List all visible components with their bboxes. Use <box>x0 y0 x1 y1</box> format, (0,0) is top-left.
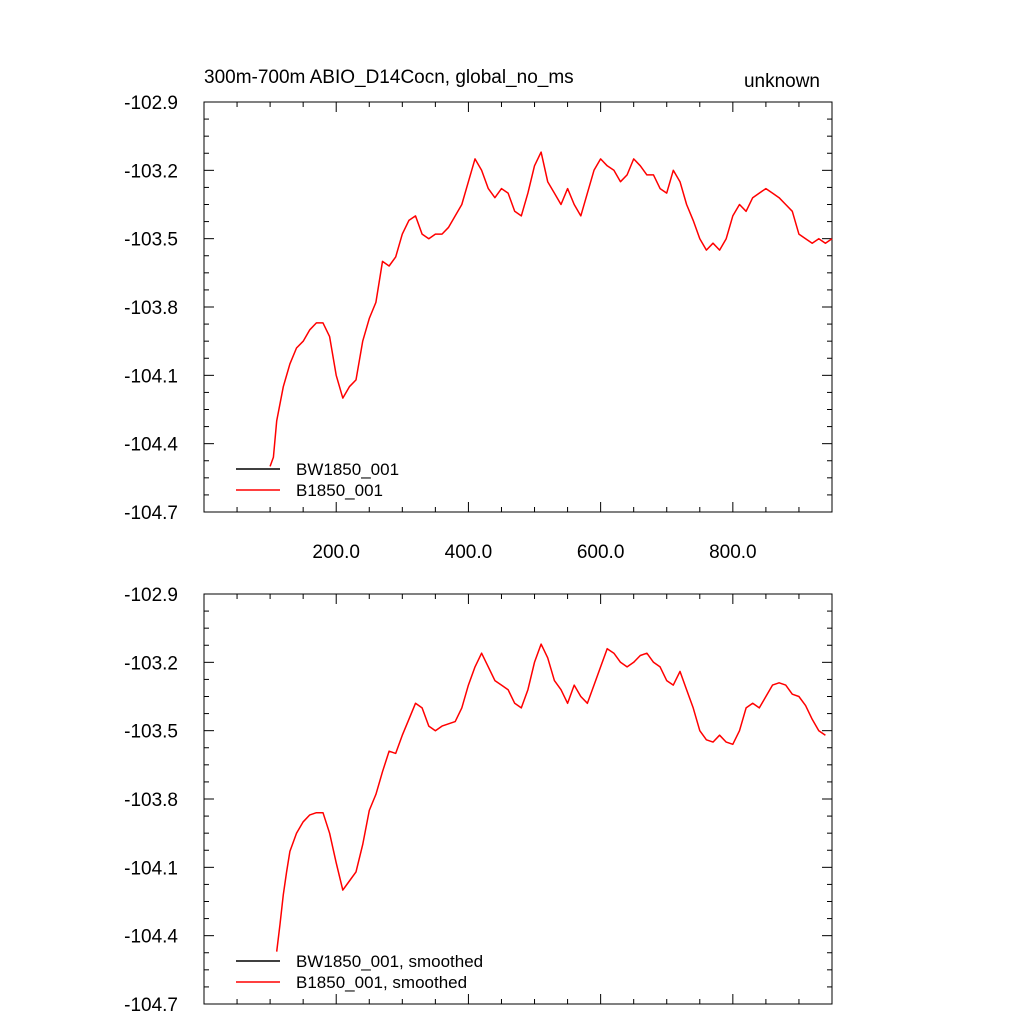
x-tick-label: 200.0 <box>312 542 360 563</box>
top-panel: 200.0 400.0 600.0 800.0 -102.9 -103.2 -103.5 -1… <box>124 93 833 563</box>
y-tick-label: -104.4 <box>124 927 178 948</box>
chart-title-right: unknown <box>744 71 820 92</box>
x-tick-label: 800.0 <box>709 542 757 563</box>
bottom-panel: -102.9 -103.2 -103.5 -103.8 -104.1 -104.4 -104… <box>124 585 833 1016</box>
legend-label: B1850_001, smoothed <box>296 973 467 992</box>
y-tick-label: -104.1 <box>124 366 178 387</box>
y-tick-label: -103.2 <box>124 161 178 182</box>
y-tick-label: -102.9 <box>124 93 178 114</box>
series-line <box>275 643 826 952</box>
plot-frame <box>203 101 833 513</box>
x-tick-label: 400.0 <box>445 542 493 563</box>
plot-frame <box>203 593 833 1005</box>
series-line <box>269 151 833 467</box>
y-tick-label: -104.7 <box>124 503 178 524</box>
y-tick-label: -103.5 <box>124 230 178 251</box>
y-tick-label: -104.4 <box>124 435 178 456</box>
chart-title: 300m-700m ABIO_D14Cocn, global_no_ms <box>204 67 574 88</box>
y-tick-label: -103.5 <box>124 722 178 743</box>
y-tick-label: -103.8 <box>124 298 178 319</box>
y-tick-label: -104.7 <box>124 995 178 1016</box>
legend-label: BW1850_001 <box>296 460 399 479</box>
legend-label: BW1850_001, smoothed <box>296 952 483 971</box>
y-tick-label: -102.9 <box>124 585 178 606</box>
x-tick-label: 600.0 <box>577 542 625 563</box>
legend-label: B1850_001 <box>296 481 383 500</box>
y-tick-label: -103.8 <box>124 790 178 811</box>
y-tick-label: -103.2 <box>124 653 178 674</box>
y-tick-label: -104.1 <box>124 858 178 879</box>
